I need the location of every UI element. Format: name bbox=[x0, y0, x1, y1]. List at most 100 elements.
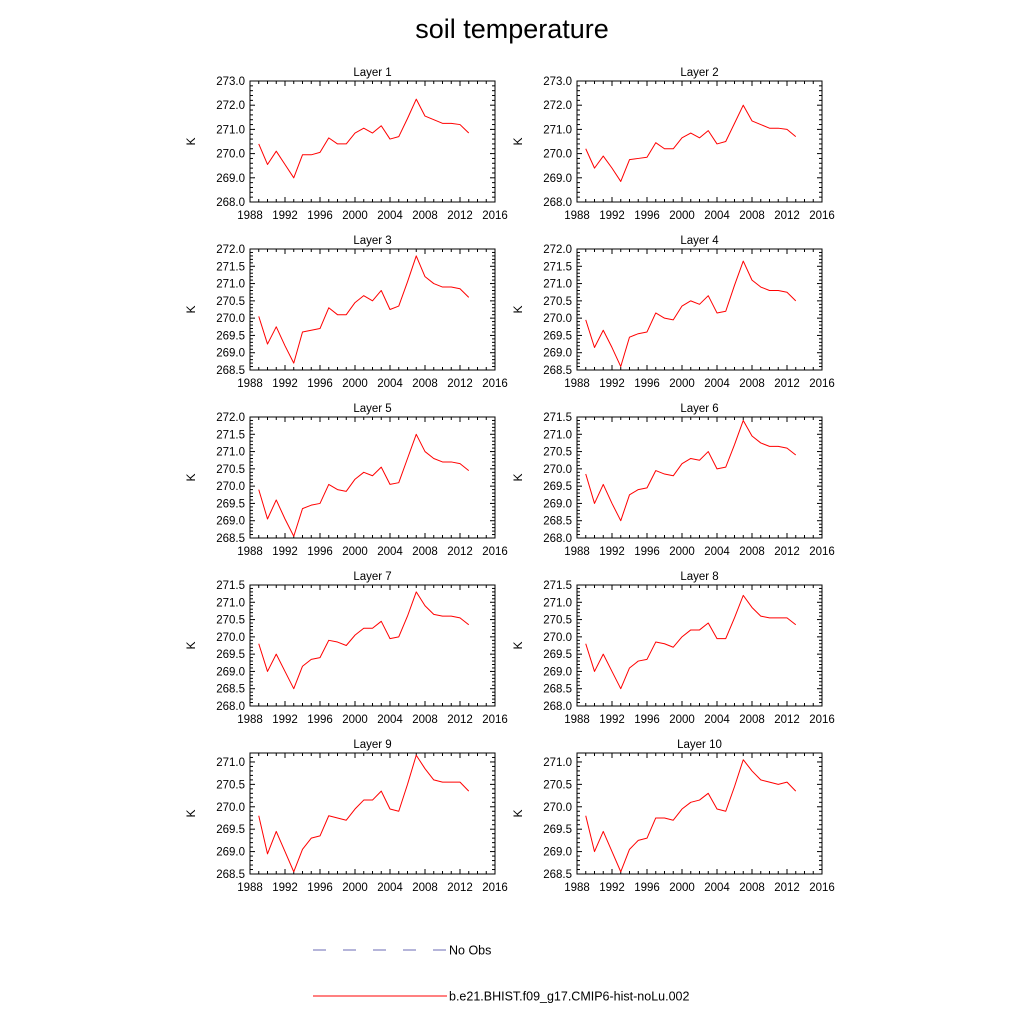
x-tick-label: 2016 bbox=[809, 882, 835, 894]
x-tick-label: 2000 bbox=[669, 882, 695, 894]
x-tick-label: 1996 bbox=[307, 378, 333, 390]
y-tick-label: 269.0 bbox=[216, 847, 245, 859]
x-tick-label: 1988 bbox=[564, 210, 590, 222]
y-tick-label: 273.0 bbox=[543, 76, 572, 88]
x-tick-label: 2000 bbox=[342, 210, 368, 222]
y-tick-label: 270.5 bbox=[216, 296, 245, 308]
y-tick-label: 268.5 bbox=[216, 869, 245, 881]
x-tick-label: 2008 bbox=[739, 378, 765, 390]
x-tick-label: 2000 bbox=[669, 714, 695, 726]
series-line bbox=[258, 433, 470, 537]
x-tick-label: 2008 bbox=[739, 882, 765, 894]
x-tick-label: 1996 bbox=[634, 714, 660, 726]
y-tick-label: 271.5 bbox=[543, 261, 572, 273]
x-tick-label: 2008 bbox=[412, 882, 438, 894]
x-tick-label: 2012 bbox=[774, 378, 800, 390]
x-tick-label: 1996 bbox=[634, 882, 660, 894]
x-tick-label: 2000 bbox=[669, 210, 695, 222]
x-tick-label: 2008 bbox=[739, 546, 765, 558]
x-tick-label: 2000 bbox=[342, 714, 368, 726]
y-tick-label: 268.5 bbox=[216, 365, 245, 377]
plot-frame bbox=[249, 584, 496, 707]
x-tick-label: 2008 bbox=[739, 714, 765, 726]
x-tick-label: 2008 bbox=[412, 378, 438, 390]
x-tick-label: 2000 bbox=[669, 546, 695, 558]
y-tick-label: 270.0 bbox=[543, 802, 572, 814]
series-line bbox=[258, 98, 470, 179]
y-tick-label: 268.0 bbox=[543, 701, 572, 713]
y-tick-label: 269.5 bbox=[543, 649, 572, 661]
x-tick-label: 2012 bbox=[447, 210, 473, 222]
y-tick-label: 273.0 bbox=[216, 76, 245, 88]
y-tick-label: 270.0 bbox=[543, 149, 572, 161]
chart-panel-1: Layer 1 K 1988 1992 1996 2000 2004 2008 2012 2016… bbox=[184, 67, 508, 222]
panel-title: Layer 5 bbox=[353, 403, 391, 415]
y-tick-label: 271.0 bbox=[543, 429, 572, 441]
series-line bbox=[585, 419, 797, 522]
plot-frame bbox=[576, 584, 823, 707]
y-tick-label: 270.5 bbox=[216, 464, 245, 476]
y-tick-label: 268.5 bbox=[216, 533, 245, 545]
plot-frame bbox=[249, 80, 496, 203]
x-tick-label: 1992 bbox=[599, 882, 625, 894]
x-tick-label: 2004 bbox=[704, 546, 730, 558]
y-tick-label: 269.5 bbox=[216, 498, 245, 510]
y-tick-label: 268.5 bbox=[543, 365, 572, 377]
plot-frame bbox=[249, 416, 496, 539]
y-tick-label: 268.5 bbox=[543, 516, 572, 528]
x-tick-label: 1988 bbox=[237, 882, 263, 894]
x-tick-label: 1996 bbox=[307, 882, 333, 894]
y-tick-label: 270.5 bbox=[543, 447, 572, 459]
y-tick-label: 269.5 bbox=[216, 824, 245, 836]
x-tick-label: 2000 bbox=[342, 378, 368, 390]
x-tick-label: 1988 bbox=[237, 210, 263, 222]
y-tick-label: 271.0 bbox=[216, 124, 245, 136]
y-tick-label: 272.0 bbox=[543, 244, 572, 256]
figure-title: soil temperature bbox=[415, 14, 609, 44]
y-tick-label: 271.5 bbox=[216, 261, 245, 273]
y-axis-label: K bbox=[511, 641, 525, 649]
x-tick-label: 1992 bbox=[272, 210, 298, 222]
x-tick-label: 2012 bbox=[774, 210, 800, 222]
x-tick-label: 2008 bbox=[739, 210, 765, 222]
panel-title: Layer 2 bbox=[680, 67, 718, 79]
y-tick-label: 268.0 bbox=[216, 701, 245, 713]
x-tick-label: 1988 bbox=[564, 714, 590, 726]
y-tick-label: 269.5 bbox=[543, 330, 572, 342]
y-tick-label: 269.0 bbox=[216, 348, 245, 360]
x-tick-label: 2004 bbox=[377, 378, 403, 390]
plot-frame bbox=[576, 80, 823, 203]
y-tick-label: 271.0 bbox=[216, 757, 245, 769]
x-tick-label: 1996 bbox=[307, 714, 333, 726]
x-tick-label: 1988 bbox=[237, 714, 263, 726]
x-tick-label: 1992 bbox=[272, 378, 298, 390]
y-tick-label: 271.5 bbox=[543, 412, 572, 424]
y-tick-label: 271.0 bbox=[543, 124, 572, 136]
x-tick-label: 2004 bbox=[704, 210, 730, 222]
x-tick-label: 2004 bbox=[704, 714, 730, 726]
y-tick-label: 268.5 bbox=[543, 684, 572, 696]
y-axis-label: K bbox=[184, 137, 198, 145]
y-tick-label: 270.0 bbox=[216, 802, 245, 814]
x-tick-label: 2008 bbox=[412, 714, 438, 726]
panel-title: Layer 9 bbox=[353, 739, 391, 751]
x-tick-label: 2012 bbox=[774, 882, 800, 894]
x-tick-label: 2016 bbox=[809, 210, 835, 222]
x-tick-label: 2000 bbox=[669, 378, 695, 390]
x-tick-label: 2016 bbox=[482, 210, 508, 222]
y-tick-label: 271.0 bbox=[216, 447, 245, 459]
y-tick-label: 268.5 bbox=[216, 684, 245, 696]
y-tick-label: 269.5 bbox=[543, 824, 572, 836]
x-tick-label: 2016 bbox=[482, 714, 508, 726]
y-tick-label: 272.0 bbox=[543, 100, 572, 112]
y-tick-label: 272.0 bbox=[216, 244, 245, 256]
y-tick-label: 269.0 bbox=[216, 173, 245, 185]
x-tick-label: 2004 bbox=[377, 882, 403, 894]
chart-panel-4: Layer 4 K 1988 1992 1996 2000 2004 2008 2012 2016… bbox=[511, 235, 835, 390]
y-tick-label: 270.0 bbox=[543, 464, 572, 476]
x-tick-label: 2004 bbox=[377, 546, 403, 558]
x-tick-label: 2008 bbox=[412, 210, 438, 222]
panel-title: Layer 4 bbox=[680, 235, 719, 247]
x-tick-label: 2012 bbox=[447, 378, 473, 390]
x-tick-label: 1988 bbox=[564, 378, 590, 390]
